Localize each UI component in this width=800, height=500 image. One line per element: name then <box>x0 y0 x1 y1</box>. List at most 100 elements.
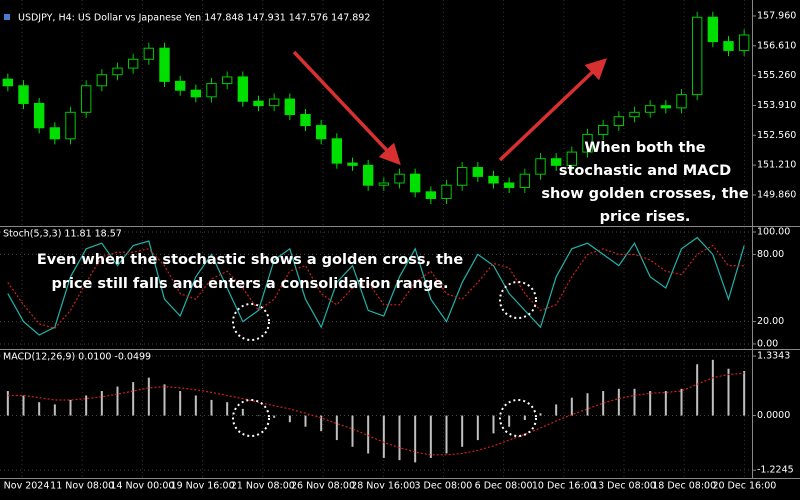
panel-frames <box>0 0 800 479</box>
candle-body <box>253 100 264 107</box>
candle-body <box>723 41 734 51</box>
candle-body <box>112 67 123 76</box>
series-line <box>7 372 745 456</box>
y-tick-label: 0.00 <box>757 338 778 349</box>
candle-body <box>519 173 531 188</box>
candle-body <box>237 76 249 102</box>
histogram-bar <box>414 415 417 463</box>
histogram-bar <box>241 408 244 416</box>
histogram-bar <box>617 388 620 416</box>
histogram-bar <box>570 397 573 416</box>
candle-body <box>597 125 609 135</box>
histogram-bar <box>320 415 323 432</box>
x-tick-label: 11 Nov 08:00 <box>50 481 114 492</box>
histogram-bar <box>508 415 511 427</box>
candle-body <box>707 16 719 43</box>
series-line <box>7 244 745 329</box>
annotation: stochastic and MACD <box>559 163 731 179</box>
y-tick-label: 149.860 <box>757 189 796 200</box>
arrow <box>498 58 608 162</box>
candle-body <box>96 74 108 87</box>
y-tick-label: 80.00 <box>757 249 784 260</box>
x-tick-label: 28 Nov 16:00 <box>351 481 415 492</box>
histogram-bar <box>633 388 636 416</box>
histogram-bar <box>602 391 605 416</box>
candle-body <box>613 116 625 127</box>
histogram-bar <box>273 415 276 418</box>
candle-body <box>80 85 92 113</box>
candle-body <box>503 182 515 188</box>
histogram-bar <box>163 384 166 416</box>
candle-body <box>629 111 640 118</box>
candle-body <box>190 89 202 98</box>
x-tick-label: 21 Nov 08:00 <box>231 481 295 492</box>
candle-body <box>425 191 437 199</box>
histogram-bar <box>492 415 495 434</box>
histogram-bar <box>22 395 25 416</box>
circle <box>499 399 537 437</box>
histogram-bar <box>335 415 338 441</box>
y-tick-label: 0.0000 <box>757 410 790 421</box>
x-tick-label: 10 Dec 16:00 <box>532 481 596 492</box>
candle-body <box>284 98 296 116</box>
annotation: show golden crosses, the <box>541 186 748 202</box>
x-tick-label: 26 Nov 08:00 <box>291 481 355 492</box>
histogram-bar <box>304 415 307 427</box>
candle-body <box>331 138 343 164</box>
histogram-bar <box>461 415 464 447</box>
candle-body <box>127 58 139 69</box>
histogram-bar <box>523 415 526 421</box>
histogram-bar <box>132 382 135 416</box>
candle-body <box>378 182 390 186</box>
candle-body <box>33 102 45 129</box>
histogram-bar <box>398 415 401 461</box>
x-tick-label: 3 Dec 08:00 <box>414 481 472 492</box>
candle-body <box>206 83 217 98</box>
candle-body <box>456 167 468 186</box>
histogram-bar <box>429 415 432 458</box>
candle-body <box>174 80 186 91</box>
candle-body <box>362 164 374 186</box>
candle-body <box>409 173 421 193</box>
highlight-circles <box>232 281 537 437</box>
annotation: price rises. <box>600 209 691 225</box>
histogram-bar <box>555 404 558 416</box>
histogram-bar <box>711 359 714 416</box>
candle-body <box>49 127 61 140</box>
annotation: Even when the stochastic shows a golden … <box>37 252 464 268</box>
y-tick-label: -1.2245 <box>757 465 794 476</box>
histogram-bar <box>226 402 229 416</box>
x-tick-label: 6 Dec 08:00 <box>475 481 533 492</box>
histogram-bar <box>194 395 197 416</box>
histogram-bar <box>38 402 41 416</box>
candle-body <box>582 133 593 153</box>
x-tick-label: 14 Nov 00:00 <box>110 481 174 492</box>
histogram-bar <box>147 377 150 416</box>
candle-body <box>315 125 327 140</box>
histogram-bar <box>539 413 542 416</box>
x-tick-label: 18 Dec 08:00 <box>652 481 716 492</box>
candle-body <box>159 47 170 82</box>
y-tick-label: 153.910 <box>757 100 796 111</box>
histogram-bar <box>288 415 291 423</box>
candle-body <box>221 76 233 85</box>
candle-body <box>644 105 656 113</box>
candle-body <box>300 114 311 127</box>
histogram-bar <box>257 415 260 417</box>
y-tick-label: 151.210 <box>757 160 796 171</box>
y-tick-label: 156.610 <box>757 40 796 51</box>
y-tick-label: 157.960 <box>757 10 796 21</box>
candle-body <box>347 162 358 166</box>
candle-body <box>394 173 405 184</box>
candle-body <box>143 47 155 60</box>
candle-body <box>65 111 76 140</box>
y-tick-label: 155.260 <box>757 70 796 81</box>
x-tick-label: 20 Dec 16:00 <box>712 481 776 492</box>
histogram-bar <box>85 395 88 416</box>
candle-body <box>472 167 484 177</box>
x-tick-label: 13 Dec 08:00 <box>592 481 656 492</box>
x-tick-label: 5 Nov 2024 <box>0 481 49 492</box>
histogram-bar <box>100 391 103 416</box>
